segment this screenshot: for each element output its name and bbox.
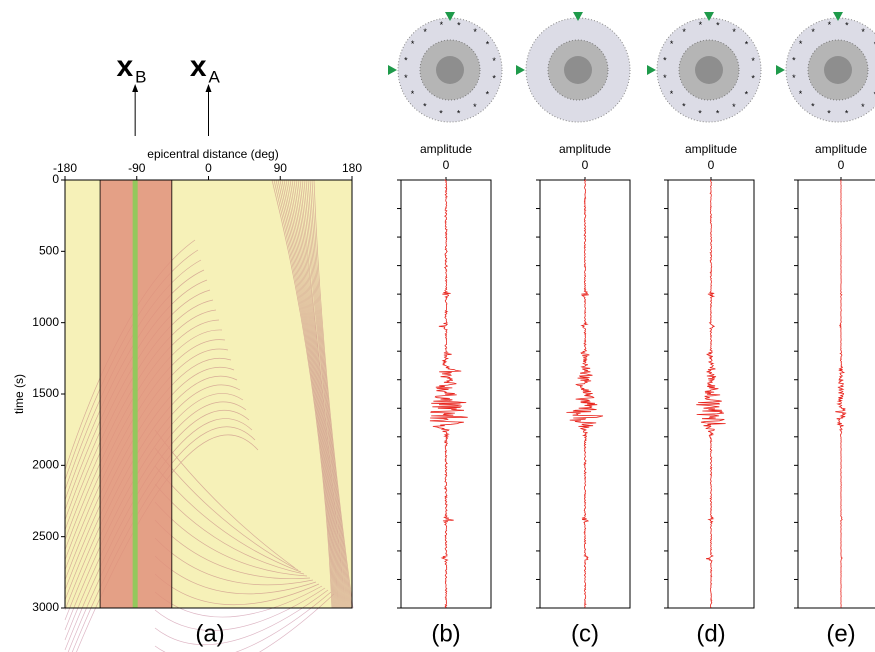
y-tick-label: 2000: [32, 458, 59, 472]
x-tick-label: 0: [582, 158, 589, 172]
station: *: [698, 108, 702, 118]
panel-title: amplitude: [685, 142, 737, 156]
station: *: [404, 55, 408, 65]
station: *: [492, 73, 496, 83]
station: *: [663, 73, 667, 83]
station: *: [492, 56, 496, 66]
marker-subscript: B: [135, 67, 146, 86]
station: *: [799, 39, 803, 49]
station: *: [792, 73, 796, 83]
station: *: [663, 55, 667, 65]
trace-frame: [798, 180, 875, 608]
x-tick-label: 90: [274, 161, 288, 175]
station: *: [439, 108, 443, 118]
station: *: [699, 20, 703, 30]
y-axis-label: time (s): [12, 374, 26, 414]
caption: (e): [826, 620, 855, 647]
x-tick-label: 0: [443, 158, 450, 172]
station: *: [845, 109, 849, 119]
x-tick-label: 0: [205, 161, 212, 175]
station: *: [811, 102, 815, 112]
station: *: [751, 56, 755, 66]
earth-core: [695, 56, 723, 84]
station: *: [440, 20, 444, 30]
x-axis-label: epicentral distance (deg): [147, 147, 278, 161]
panel-title: amplitude: [420, 142, 472, 156]
station: *: [732, 27, 736, 37]
station: *: [486, 40, 490, 50]
station: *: [411, 39, 415, 49]
receiver-marker: [388, 65, 397, 75]
figure: -180-90090180050010001500200025003000epi…: [0, 0, 875, 652]
station: *: [486, 90, 490, 100]
highlight-center: [133, 180, 138, 608]
station: *: [845, 20, 849, 30]
station: *: [473, 102, 477, 112]
y-tick-label: 500: [39, 244, 59, 258]
x-tick-label: -90: [128, 161, 146, 175]
marker-symbol: x: [116, 50, 133, 83]
y-tick-label: 2500: [32, 529, 59, 543]
x-tick-label: 0: [708, 158, 715, 172]
station: *: [716, 109, 720, 119]
station: *: [411, 89, 415, 99]
x-tick-label: 0: [838, 158, 845, 172]
caption: (d): [696, 620, 725, 647]
earth-core: [436, 56, 464, 84]
station: *: [745, 90, 749, 100]
station: *: [792, 55, 796, 65]
earth-core: [564, 56, 592, 84]
receiver-marker: [776, 65, 785, 75]
station: *: [682, 27, 686, 37]
marker-symbol: x: [190, 50, 207, 83]
seismogram: [566, 180, 603, 608]
caption: (b): [431, 620, 460, 647]
station: *: [828, 20, 832, 30]
station: *: [745, 40, 749, 50]
earth-core: [824, 56, 852, 84]
x-tick-label: 180: [342, 161, 362, 175]
seismogram: [430, 180, 468, 608]
station: *: [861, 27, 865, 37]
station: *: [670, 89, 674, 99]
station: *: [457, 109, 461, 119]
y-tick-label: 3000: [32, 600, 59, 614]
station: *: [423, 27, 427, 37]
seismogram: [696, 180, 725, 608]
station: *: [457, 20, 461, 30]
panel-title: amplitude: [815, 142, 867, 156]
station: *: [799, 89, 803, 99]
receiver-marker: [516, 65, 525, 75]
station: *: [682, 102, 686, 112]
station: *: [404, 73, 408, 83]
panel-title: amplitude: [559, 142, 611, 156]
station: *: [670, 39, 674, 49]
caption: (a): [195, 620, 224, 647]
receiver-marker: [647, 65, 656, 75]
seismogram: [835, 180, 846, 608]
marker-subscript: A: [209, 67, 221, 86]
station: *: [473, 27, 477, 37]
y-tick-label: 1000: [32, 315, 59, 329]
station: *: [861, 102, 865, 112]
caption: (c): [571, 620, 599, 647]
y-tick-label: 1500: [32, 386, 59, 400]
station: *: [716, 20, 720, 30]
station: *: [811, 27, 815, 37]
station: *: [732, 102, 736, 112]
station: *: [827, 108, 831, 118]
y-tick-label: 0: [52, 172, 59, 186]
station: *: [751, 73, 755, 83]
station: *: [423, 102, 427, 112]
